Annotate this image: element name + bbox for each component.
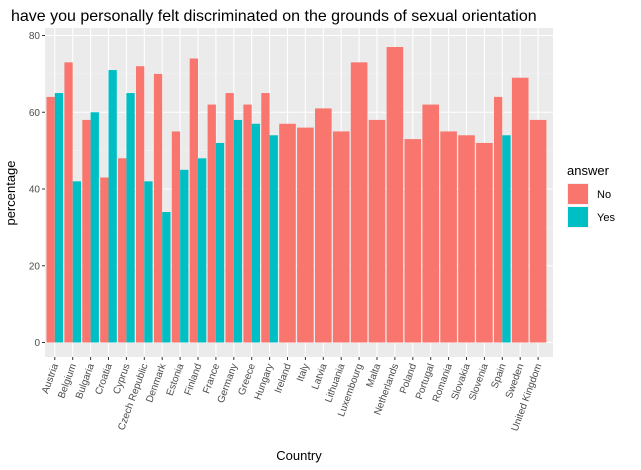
bar-no-slovakia [458, 135, 475, 343]
bar-no-slovenia [476, 142, 493, 343]
bar-yes-hungary [269, 135, 278, 343]
bar-no-finland [189, 58, 198, 343]
x-axis-title: Country [276, 448, 322, 463]
x-tick-label: Spain [490, 362, 509, 390]
bar-no-sweden [511, 77, 529, 343]
bar-yes-belgium [72, 181, 81, 343]
bar-no-spain [494, 96, 503, 343]
y-axis-ticks: 0 20 40 60 80 [29, 31, 45, 349]
bar-yes-bulgaria [90, 112, 99, 343]
x-tick-label: Ireland [273, 362, 294, 394]
bar-no-portugal [422, 104, 439, 343]
bar-yes-austria [54, 93, 64, 343]
bar-yes-estonia [180, 169, 189, 343]
legend: answer No Yes [567, 163, 615, 228]
bar-no-croatia [100, 177, 109, 343]
bar-yes-denmark [162, 212, 171, 343]
bar-yes-greece [251, 123, 260, 343]
x-tick-label: Italy [295, 362, 312, 383]
bar-no-cyprus [118, 158, 127, 343]
legend-label-yes: Yes [597, 212, 615, 224]
y-tick-label: 40 [29, 185, 41, 196]
bar-no-austria [46, 96, 55, 343]
x-tick-label: Malta [365, 362, 384, 389]
bar-no-bulgaria [82, 119, 91, 343]
y-tick-label: 20 [29, 261, 41, 272]
bar-yes-czech-republic [144, 181, 153, 343]
chart-title: have you personally felt discriminated o… [11, 8, 537, 25]
bar-yes-spain [502, 135, 511, 343]
bar-no-france [207, 104, 216, 343]
bar-yes-france [215, 142, 225, 343]
bar-no-greece [243, 104, 252, 343]
bar-no-latvia [315, 108, 332, 343]
bar-no-germany [225, 93, 234, 343]
y-tick-label: 80 [29, 31, 41, 42]
bar-no-poland [404, 139, 422, 343]
bar-yes-finland [198, 158, 207, 343]
bar-no-malta [368, 119, 386, 343]
x-tick-label: Latvia [310, 362, 330, 391]
bar-yes-croatia [108, 70, 117, 343]
bar-no-denmark [153, 73, 163, 343]
bar-yes-cyprus [126, 93, 135, 343]
bar-no-italy [297, 127, 314, 343]
bar-no-hungary [261, 93, 270, 343]
bar-no-luxembourg [350, 62, 368, 343]
bar-no-netherlands [386, 47, 404, 343]
y-tick-label: 60 [29, 108, 41, 119]
bar-no-romania [440, 131, 457, 343]
bar-no-czech-republic [136, 66, 145, 343]
bar-yes-germany [233, 119, 243, 343]
bar-no-estonia [171, 131, 181, 343]
legend-title: answer [567, 163, 610, 178]
x-axis-ticks: AustriaBelgiumBulgariaCroatiaCyprusCzech… [40, 357, 544, 433]
legend-swatch-no [568, 184, 588, 204]
y-axis-title: percentage [3, 160, 18, 225]
bars [46, 47, 547, 343]
bar-no-united-kingdom [529, 119, 547, 343]
y-tick-label: 0 [34, 338, 40, 349]
legend-label-no: No [597, 189, 611, 201]
bar-no-ireland [279, 123, 296, 343]
legend-swatch-yes [568, 207, 588, 227]
bar-no-belgium [64, 62, 73, 343]
bar-no-lithuania [332, 131, 350, 343]
